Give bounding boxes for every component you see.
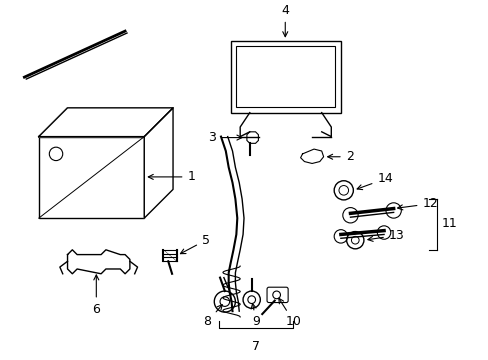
- Text: 2: 2: [327, 150, 353, 163]
- Text: 5: 5: [180, 234, 209, 254]
- Polygon shape: [246, 132, 258, 143]
- Text: 7: 7: [251, 340, 259, 353]
- Polygon shape: [300, 149, 323, 163]
- FancyBboxPatch shape: [266, 287, 287, 302]
- Text: 4: 4: [281, 4, 288, 37]
- Text: 3: 3: [208, 131, 242, 144]
- Text: 6: 6: [92, 275, 100, 316]
- Polygon shape: [67, 250, 130, 274]
- Text: 1: 1: [148, 170, 195, 183]
- Text: 14: 14: [356, 172, 392, 190]
- Text: 10: 10: [278, 298, 301, 328]
- Text: 11: 11: [441, 217, 456, 230]
- Text: 12: 12: [397, 197, 437, 210]
- Bar: [39, 136, 144, 218]
- Text: 13: 13: [367, 229, 404, 242]
- Text: 9: 9: [251, 303, 260, 328]
- Text: 8: 8: [203, 305, 222, 328]
- Bar: [230, 41, 340, 113]
- Bar: [236, 46, 334, 107]
- Polygon shape: [39, 108, 173, 136]
- Polygon shape: [144, 108, 173, 218]
